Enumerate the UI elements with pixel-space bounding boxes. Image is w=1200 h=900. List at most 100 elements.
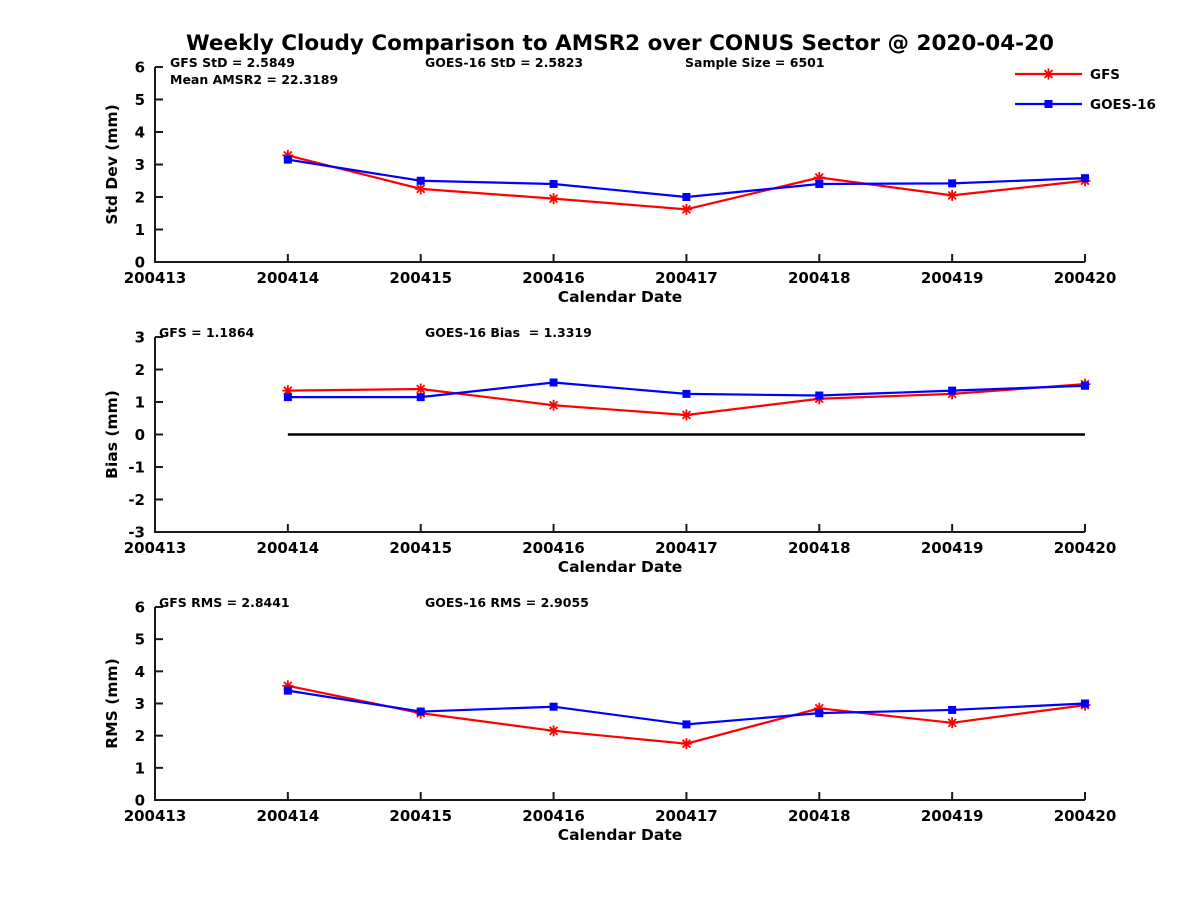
series-markers-gfs: [282, 378, 1091, 421]
axis-lines: [154, 67, 1085, 263]
y-tick-label: 3: [135, 695, 145, 713]
marker-square: [549, 702, 558, 711]
stat-annotation: Mean AMSR2 = 22.3189: [170, 72, 338, 87]
marker-square: [682, 193, 691, 201]
marker-square: [682, 389, 691, 398]
y-tick-label: 4: [135, 124, 145, 142]
axis-lines: [154, 607, 1085, 801]
y-axis-title: RMS (mm): [103, 658, 121, 748]
marker-square: [549, 378, 558, 387]
stat-annotation: GFS RMS = 2.8441: [159, 595, 290, 610]
x-tick-label: 200420: [1054, 539, 1117, 557]
x-tick-label: 200417: [655, 269, 718, 287]
x-axis-title: Calendar Date: [558, 288, 683, 306]
marker-asterisk: [947, 190, 957, 200]
marker-asterisk: [681, 410, 691, 420]
figure-title: Weekly Cloudy Comparison to AMSR2 over C…: [185, 31, 1055, 56]
y-tick-label: 1: [135, 394, 145, 412]
marker-asterisk: [681, 204, 691, 214]
x-tick-label: 200414: [257, 807, 320, 825]
bias-panel: -3 -2 -1 0 1 2 3 200413 200414 200415 200416 200417…: [103, 325, 1116, 576]
marker-square: [1081, 699, 1089, 708]
marker-square: [948, 386, 957, 395]
y-tick-label: 6: [135, 59, 145, 77]
marker-square: [948, 705, 957, 714]
marker-square: [948, 179, 957, 188]
marker-asterisk: [549, 400, 559, 410]
marker-square: [549, 180, 558, 188]
marker-square: [416, 707, 425, 716]
series-line-goes-16: [287, 689, 1086, 726]
x-tick-label: 200416: [522, 539, 585, 557]
series-line-gfs: [287, 684, 1086, 745]
y-tick-label: 1: [135, 759, 145, 777]
marker-square: [682, 720, 691, 729]
marker-asterisk: [416, 184, 426, 194]
y-tick-label: 3: [135, 329, 145, 347]
series-line-goes-16: [287, 158, 1086, 199]
series-markers-goes-16: [283, 155, 1089, 201]
y-tick-label: 3: [135, 156, 145, 174]
y-tick-label: 2: [135, 727, 145, 745]
stat-annotation: GOES-16 Bias = 1.3319: [425, 325, 592, 340]
x-tick-label: 200420: [1054, 269, 1117, 287]
marker-square: [283, 393, 292, 402]
y-tick-label: -1: [128, 459, 145, 477]
x-tick-label: 200418: [788, 269, 851, 287]
x-tick-label: 200414: [257, 539, 320, 557]
marker-asterisk: [947, 718, 957, 728]
marker-square: [283, 155, 292, 164]
marker-square: [815, 391, 824, 400]
stat-annotation: GFS = 1.1864: [159, 325, 255, 340]
marker-asterisk: [681, 739, 691, 749]
series-markers-goes-16: [283, 378, 1089, 402]
series-markers-gfs: [282, 680, 1091, 750]
x-tick-label: 200419: [921, 539, 984, 557]
x-tick-label: 200418: [788, 807, 851, 825]
x-tick-label: 200419: [921, 807, 984, 825]
marker-square: [1081, 174, 1089, 183]
y-tick-label: 1: [135, 221, 145, 239]
std-dev-panel: 0 1 2 3 4 5 6 200413 200414 200415 200416 200417 200…: [103, 55, 1116, 306]
x-tick-label: 200413: [124, 539, 187, 557]
y-tick-label: 2: [135, 189, 145, 207]
x-axis-title: Calendar Date: [558, 826, 683, 844]
x-tick-label: 200417: [655, 807, 718, 825]
marker-square: [416, 393, 425, 402]
y-axis-title: Std Dev (mm): [103, 104, 121, 224]
x-tick-label: 200415: [389, 269, 452, 287]
stat-annotation: GOES-16 RMS = 2.9055: [425, 595, 589, 610]
stat-annotation: Sample Size = 6501: [685, 55, 825, 70]
x-tick-label: 200413: [124, 269, 187, 287]
y-tick-label: 0: [135, 792, 145, 810]
x-tick-label: 200416: [522, 269, 585, 287]
x-tick-label: 200417: [655, 539, 718, 557]
legend-label-goes-16: GOES-16: [1090, 97, 1156, 113]
y-axis-title: Bias (mm): [103, 390, 121, 479]
y-tick-label: 5: [135, 91, 145, 109]
stat-annotation: GFS StD = 2.5849: [170, 55, 295, 70]
x-tick-label: 200420: [1054, 807, 1117, 825]
y-tick-label: 6: [135, 599, 145, 617]
legend-label-gfs: GFS: [1090, 67, 1120, 83]
marker-square: [283, 686, 292, 695]
rms-panel: 0 1 2 3 4 5 6 200413 200414 200415 200416 200417 200…: [103, 595, 1116, 844]
y-tick-label: -2: [128, 491, 145, 509]
x-tick-label: 200413: [124, 807, 187, 825]
x-tick-label: 200416: [522, 807, 585, 825]
marker-square: [1044, 100, 1053, 108]
marker-square: [416, 176, 425, 185]
marker-asterisk: [549, 726, 559, 736]
marker-square: [1081, 381, 1089, 390]
x-tick-label: 200415: [389, 807, 452, 825]
x-tick-label: 200415: [389, 539, 452, 557]
y-tick-label: 2: [135, 361, 145, 379]
x-axis-title: Calendar Date: [558, 558, 683, 576]
marker-asterisk: [1043, 69, 1054, 79]
marker-square: [815, 180, 824, 188]
marker-asterisk: [416, 384, 426, 394]
y-tick-label: 4: [135, 663, 145, 681]
legend: GFS GOES-16: [1015, 67, 1156, 113]
